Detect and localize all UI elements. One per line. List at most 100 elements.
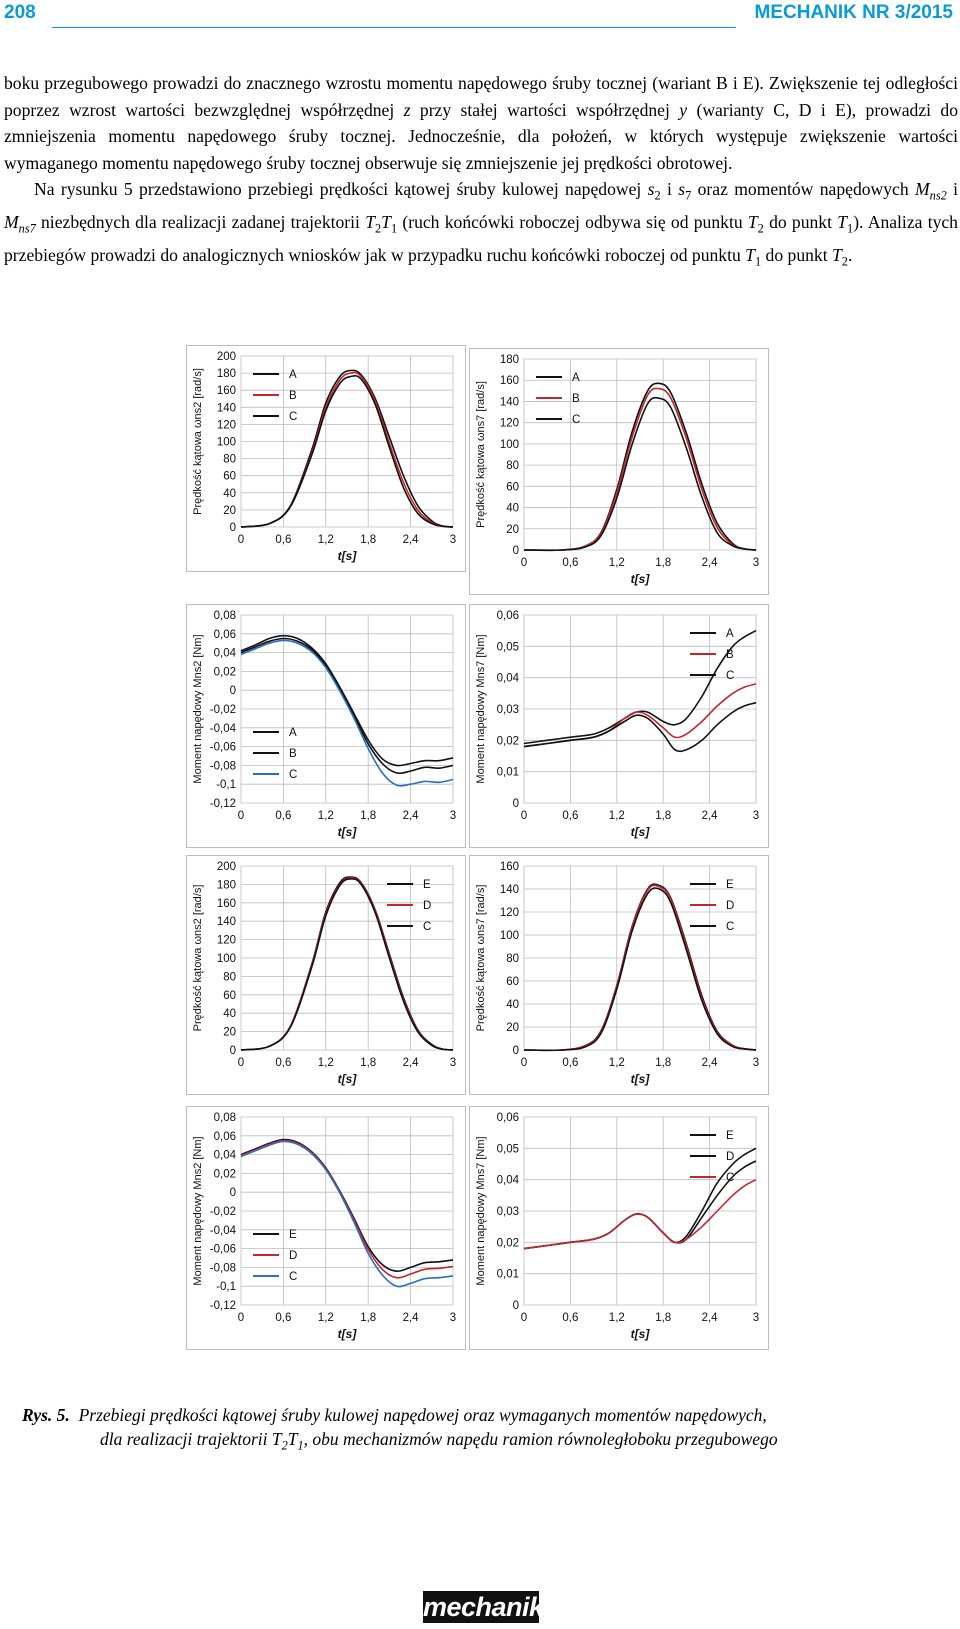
x-tick-label: 1,8 xyxy=(360,1057,376,1069)
x-tick-label: 1,8 xyxy=(655,1057,671,1069)
x-tick-label: 1,2 xyxy=(609,557,625,569)
y-tick-label: 20 xyxy=(506,524,519,536)
y-tick-label: -0,1 xyxy=(216,1281,236,1293)
x-tick-label: 2,4 xyxy=(403,534,420,546)
series-line-c xyxy=(240,1140,454,1288)
legend-label: A xyxy=(289,727,297,739)
x-tick-label: 3 xyxy=(753,810,759,822)
x-tick-label: 1,8 xyxy=(360,1312,376,1324)
italic-text: M xyxy=(4,212,19,233)
chart-svg: 0 20 40 60 80 100 120 140 160 180 0 0,6 1,2 1,8 2,4 3 t[… xyxy=(475,354,759,586)
series-line-d xyxy=(523,1160,757,1250)
y-tick-label: 0,06 xyxy=(497,1112,519,1124)
x-tick-label: 0 xyxy=(521,1057,527,1069)
legend-label: A xyxy=(289,369,297,381)
italic-text: T xyxy=(837,212,848,233)
y-tick-label: -0,06 xyxy=(210,1244,236,1256)
text-run: , obu mechanizmów napędu ramion równoleg… xyxy=(303,1429,778,1449)
journal-name: MECHANIK NR 3/2015 xyxy=(754,2,954,23)
series-line-d xyxy=(240,1139,454,1279)
page-number: 208 xyxy=(4,2,36,23)
series-line-d xyxy=(523,884,757,1052)
x-tick-label: 1,8 xyxy=(655,557,671,569)
x-tick-label: 2,4 xyxy=(702,810,719,822)
y-tick-label: 140 xyxy=(500,396,519,408)
legend-label: B xyxy=(289,748,297,760)
legend-label: C xyxy=(289,1271,297,1283)
legend-label: E xyxy=(423,879,431,891)
x-tick-label: 1,2 xyxy=(318,1312,334,1324)
chart-omega-ns7-abc: 0 20 40 60 80 100 120 140 160 180 0 0,6 1,2 1,8 2,4 3 t[… xyxy=(469,348,769,595)
x-tick-label: 1,8 xyxy=(655,810,671,822)
chart-omega-ns2-abc: 0 20 40 60 80 100 120 140 160 180 200 0 0,6 1,2 1,8 2,4… xyxy=(186,345,466,572)
x-tick-label: 1,2 xyxy=(609,810,625,822)
y-tick-label: 60 xyxy=(223,990,236,1002)
y-tick-label: 0 xyxy=(513,1045,519,1057)
y-tick-label: 0,01 xyxy=(497,767,519,779)
x-tick-label: 2,4 xyxy=(403,1057,420,1069)
series-line-b xyxy=(523,387,757,552)
subscript: 7 xyxy=(685,188,692,203)
y-axis-label: Prędkość kątowa ωns2 [rad/s] xyxy=(192,368,204,515)
y-tick-label: 140 xyxy=(217,402,236,414)
y-tick-label: -0,04 xyxy=(210,1225,237,1237)
y-tick-label: 0,08 xyxy=(214,610,236,622)
y-axis-label: Prędkość kątowa ωns7 [rad/s] xyxy=(475,885,487,1032)
y-tick-label: 0,02 xyxy=(497,1237,519,1249)
y-tick-label: 0,04 xyxy=(214,648,237,660)
legend-label: C xyxy=(289,411,297,423)
y-tick-label: 0 xyxy=(230,522,236,534)
chart-svg: 0 20 40 60 80 100 120 140 160 0 0,6 1,2 1,8 2,4 3 t[s] P… xyxy=(475,861,759,1086)
y-tick-label: -0,1 xyxy=(216,779,236,791)
y-tick-label: 0,06 xyxy=(214,629,236,641)
x-tick-label: 3 xyxy=(450,534,456,546)
legend-label: C xyxy=(289,769,297,781)
y-tick-label: 80 xyxy=(506,953,519,965)
y-tick-label: -0,06 xyxy=(210,742,236,754)
y-tick-label: 0,02 xyxy=(214,666,236,678)
body-text: boku przegubowego prowadzi do znacznego … xyxy=(4,70,958,275)
x-axis-label: t[s] xyxy=(338,1327,358,1341)
text-run: . xyxy=(847,245,853,266)
y-tick-label: 20 xyxy=(506,1022,519,1034)
x-tick-label: 0,6 xyxy=(562,1057,578,1069)
y-tick-label: 140 xyxy=(217,916,236,928)
y-tick-label: 140 xyxy=(500,884,519,896)
header-rule xyxy=(52,27,736,28)
x-tick-label: 3 xyxy=(753,1057,759,1069)
y-tick-label: 0,02 xyxy=(214,1168,236,1180)
legend-label: E xyxy=(726,879,734,891)
y-tick-label: 60 xyxy=(506,976,519,988)
y-tick-label: 0,08 xyxy=(214,1112,236,1124)
x-axis-label: t[s] xyxy=(631,1072,651,1086)
x-axis-label: t[s] xyxy=(338,825,358,839)
x-axis-label: t[s] xyxy=(338,549,358,563)
subscript: 1 xyxy=(847,221,854,236)
y-tick-label: -0,08 xyxy=(210,1262,236,1274)
figure-caption: Rys. 5. Przebiegi prędkości kątowej śrub… xyxy=(22,1403,942,1458)
y-tick-label: 80 xyxy=(223,971,236,983)
x-axis-label: t[s] xyxy=(631,1327,651,1341)
y-tick-label: 200 xyxy=(217,351,236,363)
legend-label: E xyxy=(726,1130,734,1142)
y-tick-label: 0,05 xyxy=(497,641,519,653)
y-axis-label: Moment napędowy Mns2 [Nm] xyxy=(192,634,204,783)
y-tick-label: 60 xyxy=(506,481,519,493)
x-tick-label: 2,4 xyxy=(403,810,420,822)
x-axis-label: t[s] xyxy=(631,825,651,839)
legend-label: D xyxy=(726,1151,734,1163)
chart-svg: -0,12 -0,1 -0,08 -0,06 -0,04 -0,02 0 0,02 0,04 0,… xyxy=(192,610,456,839)
subscript: 2 xyxy=(654,188,661,203)
y-axis-label: Prędkość kątowa ωns2 [rad/s] xyxy=(192,885,204,1032)
y-tick-label: -0,02 xyxy=(210,704,236,716)
y-tick-label: 100 xyxy=(500,439,519,451)
y-tick-label: 0 xyxy=(513,1300,519,1312)
legend-label: B xyxy=(289,390,297,402)
y-tick-label: 40 xyxy=(223,1008,236,1020)
y-tick-label: 100 xyxy=(217,437,236,449)
series-line-a xyxy=(240,369,454,528)
y-tick-label: 160 xyxy=(500,375,519,387)
text-run: przy stałej wartości współrzędnej xyxy=(410,99,680,120)
y-tick-label: 160 xyxy=(217,385,236,397)
y-tick-label: 40 xyxy=(223,488,236,500)
